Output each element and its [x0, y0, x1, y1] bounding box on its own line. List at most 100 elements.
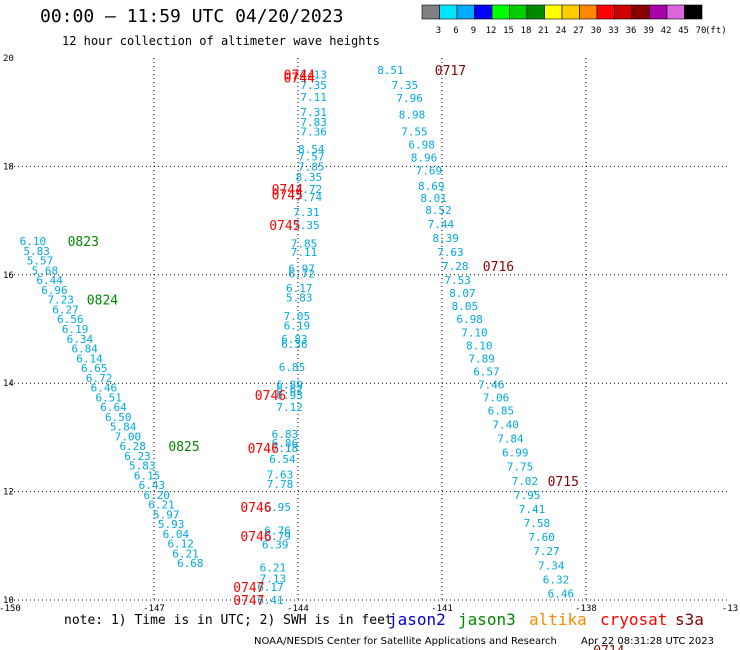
swh-value: 7.11 [300, 91, 327, 104]
legend-label: 9 [471, 26, 476, 36]
legend-label: 18 [521, 26, 532, 36]
pass-time-label: 0717 [435, 64, 466, 79]
swh-value: 7.69 [416, 165, 443, 178]
swh-value: 6.20 [143, 489, 170, 502]
swh-value: 7.18 [272, 442, 299, 455]
swh-value: 6.36 [281, 338, 308, 351]
swh-value: 7.02 [512, 475, 538, 488]
pass-time-label: 0715 [548, 475, 579, 490]
legend-label: 30 [591, 26, 602, 36]
mission-cryosat: cryosat [600, 610, 668, 629]
swh-value: 6.57 [473, 365, 500, 378]
swh-value: 7.60 [528, 531, 555, 544]
swh-value: 7.46 [478, 378, 505, 391]
swh-value: 8.51 [377, 64, 404, 77]
legend-label: 27 [573, 26, 584, 36]
swh-value: 6.51 [95, 391, 122, 404]
swh-value: 7.13 [300, 68, 327, 81]
legend-label: 12 [486, 26, 497, 36]
swh-value: 7.28 [442, 260, 469, 273]
mission-jason3: jason3 [458, 610, 516, 629]
x-tick-label: -147 [143, 604, 165, 614]
legend-label: 3 [436, 26, 441, 36]
pass-time-label: 0824 [87, 294, 118, 309]
page-title: 00:00 – 11:59 UTC 04/20/2023 [40, 6, 344, 27]
swh-value: 6.19 [62, 323, 88, 336]
swh-value: 7.06 [483, 391, 510, 404]
swh-value: 6.68 [177, 557, 204, 570]
swh-value: 6.93 [276, 389, 303, 402]
swh-value: 6.21 [148, 499, 175, 512]
swh-value: 7.41 [519, 503, 546, 516]
swh-value: 6.10 [20, 235, 46, 248]
swh-value: 6.79 [264, 530, 291, 543]
swh-value: 7.58 [524, 517, 551, 530]
swh-value: 7.36 [300, 126, 327, 139]
swh-value: 7.85 [291, 237, 318, 250]
pass-time-label: 0714 [593, 644, 624, 650]
swh-value: 6.19 [284, 320, 311, 333]
y-tick-label: 20 [3, 54, 14, 64]
legend-label: 36 [626, 26, 637, 36]
y-tick-label: 16 [3, 271, 14, 281]
swh-value: 8.10 [466, 339, 493, 352]
swh-value: 7.23 [47, 294, 74, 307]
swh-value: 7.34 [538, 559, 565, 572]
swh-value: 7.35 [392, 79, 419, 92]
swh-value: 5.83 [129, 460, 156, 473]
swh-value: 6.34 [67, 333, 94, 346]
credit-line: NOAA/NESDIS Center for Satellite Applica… [254, 636, 557, 647]
swh-value: 6.46 [91, 382, 118, 395]
swh-value: 6.95 [264, 501, 291, 514]
swh-value: 6.72 [86, 372, 113, 385]
swh-value: 8.07 [449, 287, 476, 300]
swh-value: 6.12 [167, 538, 194, 551]
swh-value: 7.35 [300, 79, 327, 92]
swh-value: 6.15 [134, 469, 161, 482]
x-tick-label: -141 [431, 604, 453, 614]
legend-unit: (ft) [705, 26, 727, 36]
legend-label: 42 [661, 26, 672, 36]
swh-value: 7.27 [533, 545, 560, 558]
swh-value: 7.13 [260, 572, 287, 585]
swh-value: 7.95 [514, 489, 541, 502]
swh-value: 7.10 [461, 326, 488, 339]
swh-value: 6.89 [276, 378, 303, 391]
swh-value: 6.14 [76, 352, 103, 365]
swh-value: 8.52 [425, 204, 452, 217]
swh-value: 8.35 [296, 171, 323, 184]
swh-value: 6.98 [456, 313, 483, 326]
swh-value: 6.85 [279, 361, 306, 374]
swh-value: 6.64 [100, 401, 127, 414]
swh-value: 7.57 [298, 151, 325, 164]
generated-date: Apr 22 08:31:28 UTC 2023 [581, 636, 714, 647]
pass-time-label: 0716 [483, 260, 514, 275]
swh-value: 7.11 [291, 246, 318, 259]
swh-value: 7.31 [293, 206, 320, 219]
legend-label: 33 [608, 26, 619, 36]
swh-value: 6.98 [408, 139, 435, 152]
legend-label: 6 [453, 26, 458, 36]
swh-value: 6.54 [269, 453, 296, 466]
swh-value: 8.01 [420, 192, 447, 205]
swh-value: 7.72 [296, 183, 323, 196]
swh-value: 6.39 [262, 539, 289, 552]
swh-value: 6.23 [124, 450, 150, 463]
y-tick-label: 12 [3, 488, 14, 498]
swh-value: 6.28 [119, 440, 146, 453]
swh-value: 7.75 [507, 461, 534, 474]
pass-time-label: 0825 [168, 440, 199, 455]
swh-value: 8.69 [418, 180, 445, 193]
swh-value: 7.74 [296, 191, 323, 204]
swh-value: 6.32 [543, 573, 570, 586]
swh-value: 7.96 [396, 92, 423, 105]
swh-value: 6.76 [264, 525, 291, 538]
swh-value: 6.96 [41, 284, 67, 297]
swh-value: 6.85 [488, 404, 514, 417]
swh-value: 7.31 [300, 106, 327, 119]
swh-value: 7.00 [115, 430, 142, 443]
color-legend: 3 6 9 12 15 18 21 24 27 30 33 36 39 42 45 70(ft) [421, 4, 727, 36]
swh-value: 6.17 [286, 282, 313, 295]
